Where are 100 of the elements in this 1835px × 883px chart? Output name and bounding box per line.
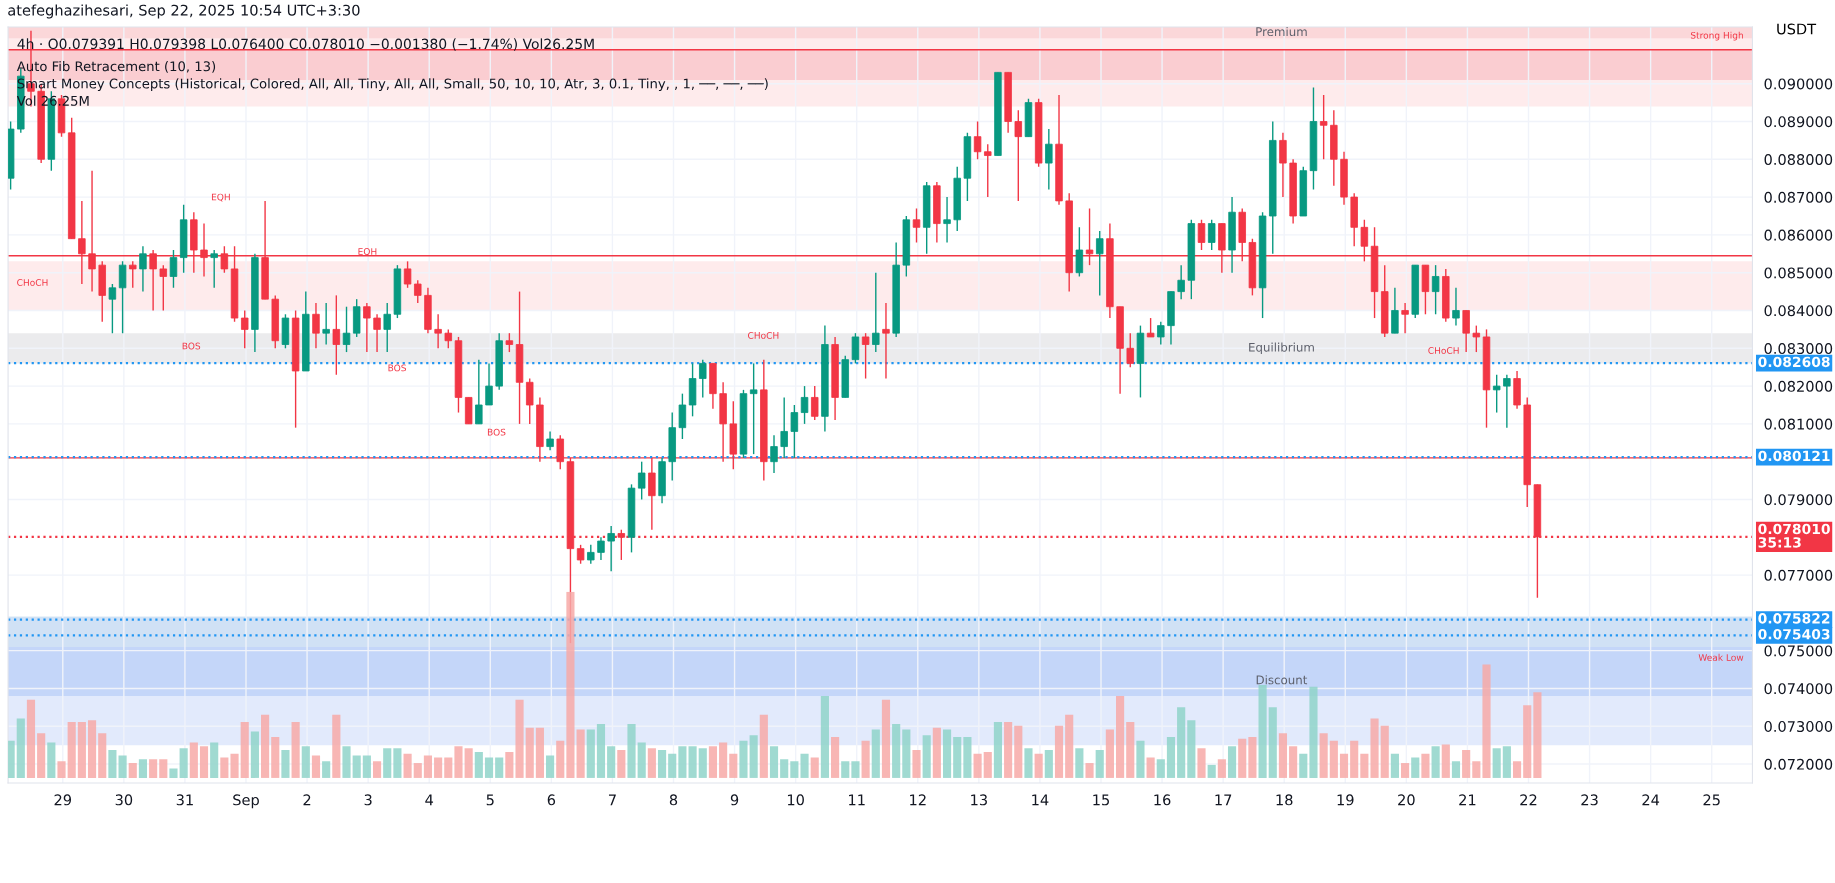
candlestick	[699, 358, 707, 399]
candlestick	[1279, 132, 1287, 198]
candlestick	[1146, 317, 1155, 338]
bar	[230, 753, 239, 778]
candlestick	[1207, 219, 1216, 251]
bar	[1197, 748, 1206, 778]
bar	[362, 755, 371, 778]
bar	[1319, 733, 1328, 778]
candlestick	[108, 283, 117, 334]
annotation: BOS	[487, 428, 506, 436]
bar	[77, 722, 86, 778]
x-tick-label: 3	[364, 794, 372, 806]
bar	[342, 746, 351, 778]
text: atefeghazihesari, Sep 22, 2025 10:54 UTC+3:30	[8, 4, 360, 19]
candlestick	[342, 306, 351, 353]
bar	[688, 746, 697, 778]
candlestick	[1319, 94, 1328, 161]
bar	[1502, 746, 1511, 778]
bar	[372, 761, 382, 778]
annotation: CHoCH	[1428, 347, 1459, 354]
bar	[973, 753, 982, 778]
bar	[1075, 748, 1084, 778]
bar	[1085, 763, 1094, 778]
bar	[149, 759, 158, 778]
bar	[1014, 725, 1023, 778]
x-tick-label: 19	[1337, 794, 1354, 806]
candlestick	[1045, 128, 1053, 191]
bar	[199, 746, 209, 778]
candlestick	[414, 279, 422, 304]
candlestick	[597, 536, 605, 561]
bar	[1523, 705, 1532, 778]
candlestick	[485, 362, 493, 406]
bar	[1227, 746, 1237, 778]
x-tick-label: 2	[303, 794, 311, 806]
candlestick	[811, 385, 819, 421]
bar	[1390, 753, 1399, 778]
annotation: Weak Low	[1698, 653, 1744, 661]
candlestick	[312, 302, 320, 349]
y-tick-label: 0.089000	[1764, 116, 1833, 128]
annotation: EQH	[358, 248, 377, 256]
bar	[576, 729, 585, 778]
candlestick	[800, 385, 809, 425]
candlestick	[872, 272, 880, 353]
bar	[1034, 753, 1043, 778]
bar	[210, 742, 219, 778]
candlestick	[403, 260, 412, 289]
candlestick	[861, 332, 870, 380]
candlestick	[1431, 264, 1440, 315]
candlestick	[210, 249, 218, 289]
candlestick	[139, 245, 147, 293]
bar	[67, 722, 76, 778]
candlestick	[129, 260, 137, 289]
bar	[556, 740, 565, 778]
bar	[810, 757, 819, 778]
x-tick-label: 21	[1459, 794, 1476, 806]
bar	[881, 699, 891, 778]
x-tick-label: 13	[971, 794, 987, 806]
bar	[851, 761, 860, 778]
bar	[729, 753, 738, 778]
candlestick	[1197, 219, 1206, 251]
x-tick-label: 8	[669, 794, 678, 806]
bar	[1248, 736, 1257, 778]
bar	[1431, 746, 1440, 778]
candlestick	[159, 264, 168, 312]
candlestick	[1075, 226, 1084, 278]
bar	[495, 757, 504, 778]
candlestick	[790, 404, 799, 459]
candlestick	[1492, 374, 1501, 414]
x-tick-label: 23	[1581, 794, 1598, 806]
bar	[454, 746, 463, 778]
candlestick	[434, 313, 442, 349]
bar	[1044, 750, 1053, 778]
bar	[1268, 707, 1277, 778]
bar	[301, 746, 310, 778]
bar	[596, 723, 606, 778]
candlestick	[332, 294, 341, 376]
candlestick	[363, 302, 371, 353]
bar	[892, 723, 901, 778]
bar	[444, 757, 453, 778]
bar	[861, 740, 870, 778]
bar	[1054, 725, 1064, 778]
y-tick-label: 0.087000	[1764, 191, 1833, 203]
candlestick	[1452, 287, 1460, 327]
bar	[383, 748, 392, 778]
bar	[352, 755, 361, 778]
candlestick	[383, 302, 391, 353]
candlestick	[1177, 264, 1185, 300]
bar	[1411, 757, 1420, 778]
bar	[902, 729, 911, 778]
x-tick-label: 20	[1398, 794, 1415, 806]
bar	[1105, 729, 1114, 778]
bar	[790, 761, 799, 778]
y-tick-label: 0.083000	[1764, 343, 1833, 355]
candlestick	[169, 249, 178, 289]
bar	[1004, 722, 1013, 778]
bar	[1095, 750, 1104, 778]
x-tick-label: 9	[730, 794, 739, 806]
bar	[26, 699, 36, 778]
y-tick-label: 0.088000	[1764, 154, 1833, 166]
bar	[953, 736, 962, 778]
